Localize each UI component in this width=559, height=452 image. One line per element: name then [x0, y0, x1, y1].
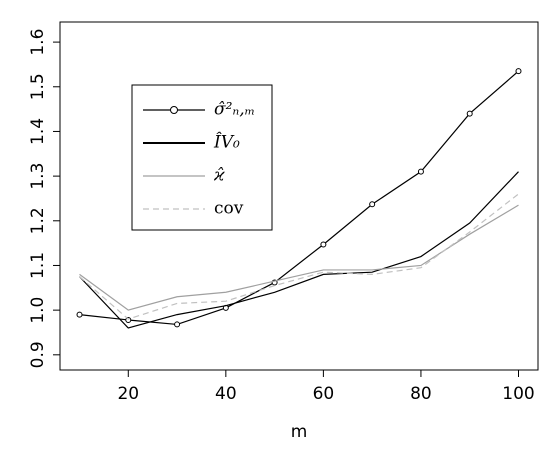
legend-box [131, 84, 273, 231]
x-tick-label: 20 [117, 384, 139, 404]
legend-label: ÎV₀ [213, 132, 240, 153]
y-tick-label: 1.4 [28, 118, 48, 145]
series-line [79, 193, 519, 320]
y-tick-label: 0.9 [28, 341, 48, 368]
legend-label: ϰ̂ [213, 166, 225, 186]
point [320, 241, 327, 248]
y-tick-label: 1.6 [28, 29, 48, 56]
y-tick-label: 1.1 [28, 252, 48, 279]
legend-label: cov [214, 199, 244, 219]
x-tick-label: 100 [502, 384, 534, 404]
point [76, 311, 83, 318]
legend-label: σ̂²ₙ,ₘ [214, 100, 255, 120]
x-tick-label: 60 [313, 384, 335, 404]
x-tick-label: 80 [410, 384, 432, 404]
point [369, 201, 376, 208]
series-line [79, 70, 519, 326]
y-tick-label: 1.5 [28, 73, 48, 100]
point [174, 321, 181, 328]
x-tick-label: 40 [215, 384, 237, 404]
point [515, 68, 522, 75]
plot-box [59, 21, 539, 371]
x-axis-label: m [291, 422, 308, 442]
y-tick-label: 1.0 [28, 297, 48, 324]
y-tick-label: 1.3 [28, 163, 48, 190]
point [466, 110, 473, 117]
legend-point [170, 106, 178, 114]
series-line [79, 171, 519, 329]
y-tick-label: 1.2 [28, 207, 48, 234]
point [417, 168, 424, 175]
